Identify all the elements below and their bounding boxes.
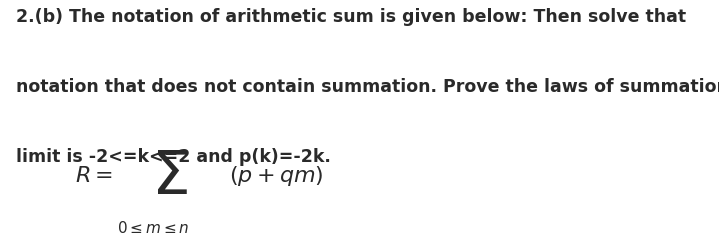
Text: $R = $: $R = $ xyxy=(75,164,114,186)
Text: $(p + qm)$: $(p + qm)$ xyxy=(229,163,324,187)
Text: $0{\leq}m{\leq}n$: $0{\leq}m{\leq}n$ xyxy=(116,220,190,236)
Text: limit is -2<=k<=2 and p(k)=-2k.: limit is -2<=k<=2 and p(k)=-2k. xyxy=(16,148,331,166)
Text: notation that does not contain summation. Prove the laws of summation if: notation that does not contain summation… xyxy=(16,78,719,96)
Text: 2.(b) The notation of arithmetic sum is given below: Then solve that: 2.(b) The notation of arithmetic sum is … xyxy=(16,8,686,26)
Text: $\Sigma$: $\Sigma$ xyxy=(150,146,188,206)
